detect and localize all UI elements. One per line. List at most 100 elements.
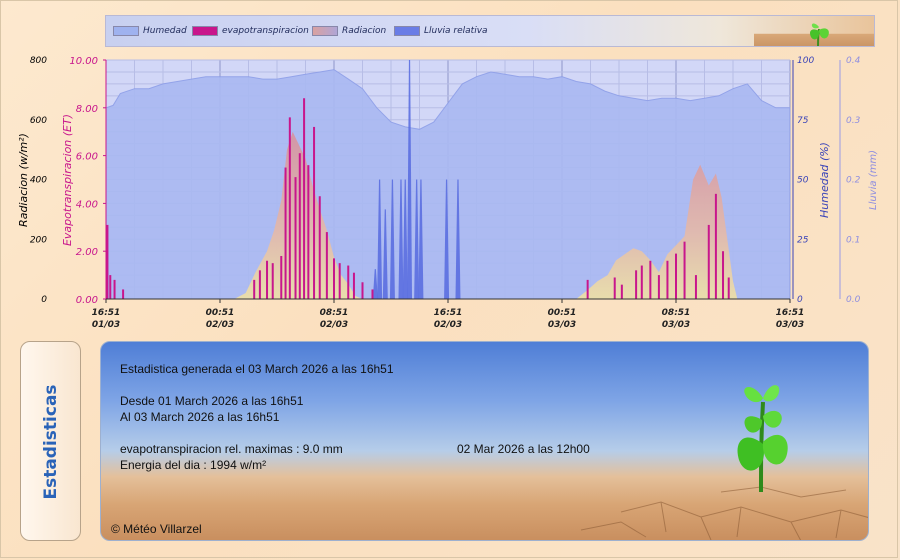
et-bar: [657, 275, 660, 299]
et-tick-label: 8.00: [76, 104, 98, 115]
et-bar: [714, 193, 717, 299]
copyright: © Météo Villarzel: [111, 522, 202, 536]
et-bar: [649, 260, 652, 299]
x-tick-time: 16:51: [92, 308, 121, 318]
legend-label-radiacion: Radiacion: [342, 26, 387, 36]
rain-bar: [414, 179, 420, 299]
legend-item-evapotranspiracion: evapotranspiracion: [192, 26, 309, 36]
et-bar: [352, 272, 355, 299]
et-bar: [284, 167, 287, 299]
x-tick-time: 00:51: [548, 308, 577, 318]
stats-panel: Estadistica generada el 03 March 2026 a …: [100, 341, 869, 541]
stats-side-tab: Estadisticas: [20, 341, 81, 541]
rain-bar: [372, 269, 378, 299]
chart-legend: Humedad evapotranspiracion Radiacion Llu…: [105, 15, 875, 47]
rain-bar: [402, 179, 408, 299]
et-bar: [613, 277, 616, 299]
et-bar: [683, 241, 686, 299]
humidity-axis-title: Humedad (%): [818, 142, 831, 218]
et-bar: [106, 224, 109, 299]
humidity-tick-label: 0: [797, 295, 803, 305]
et-bar: [307, 165, 310, 299]
x-tick-date: 02/03: [434, 320, 462, 330]
sprout-icon: [809, 23, 829, 46]
x-tick-date: 03/03: [662, 320, 690, 330]
rain-bar: [398, 179, 404, 299]
humidity-tick-label: 100: [797, 56, 814, 66]
et-bar: [361, 282, 364, 299]
et-tick-label: 4.00: [76, 199, 98, 210]
et-bar: [722, 251, 725, 299]
x-tick-time: 16:51: [434, 308, 463, 318]
et-bar: [694, 275, 697, 299]
radiation-tick-label: 0: [41, 295, 47, 305]
stats-et-max: evapotranspiracion rel. maximas : 9.0 mm: [120, 442, 343, 456]
rain-tick-label: 0.3: [846, 116, 861, 126]
humidity-tick-label: 75: [797, 116, 809, 126]
x-tick-date: 02/03: [206, 320, 234, 330]
rain-bar: [418, 179, 424, 299]
et-axis-title: Evapotranspiracion (ET): [61, 114, 74, 246]
et-bar: [298, 153, 301, 299]
rain-series: [372, 60, 461, 299]
et-bar: [707, 224, 710, 299]
et-bar: [109, 275, 112, 299]
et-series: [106, 98, 730, 300]
humidity-tick-label: 50: [797, 176, 809, 186]
sprout-icon-large: [737, 385, 788, 493]
legend-label-evapotranspiracion: evapotranspiracion: [222, 26, 309, 36]
legend-item-radiacion: Radiacion: [312, 26, 386, 36]
legend-swatch-lluvia: [394, 26, 420, 36]
stats-energy: Energia del dia : 1994 w/m²: [120, 458, 267, 472]
stats-side-title: Estadisticas: [41, 384, 61, 499]
legend-label-lluvia: Lluvia relativa: [424, 26, 488, 36]
stats-from: Desde 01 March 2026 a las 16h51: [120, 394, 304, 408]
et-bar: [303, 98, 306, 300]
radiation-tick-label: 200: [30, 235, 47, 245]
stats-et-max-date: 02 Mar 2026 a las 12h00: [457, 442, 590, 456]
et-bar: [288, 117, 291, 299]
x-tick-time: 08:51: [320, 308, 349, 318]
axes: 02004006008000.002.004.006.008.0010.0002…: [17, 56, 879, 330]
legend-swatch-evapotranspiracion: [192, 26, 218, 36]
stats-generated: Estadistica generada el 03 March 2026 a …: [120, 362, 394, 376]
legend-swatch-humedad: [113, 26, 139, 36]
rain-bar: [389, 179, 395, 299]
rain-tick-label: 0.4: [846, 56, 861, 66]
et-tick-label: 6.00: [76, 152, 98, 163]
rain-tick-label: 0.2: [846, 176, 861, 186]
desert-cracks-decoration: [580, 385, 868, 540]
rain-tick-label: 0.1: [846, 235, 860, 245]
weather-chart: 02004006008000.002.004.006.008.0010.0002…: [17, 56, 879, 330]
et-bar: [271, 263, 274, 299]
et-bar: [113, 279, 116, 299]
et-tick-label: 0.00: [76, 295, 98, 306]
et-bar: [258, 270, 261, 299]
et-bar: [313, 126, 316, 299]
stats-to: Al 03 March 2026 a las 16h51: [120, 410, 280, 424]
x-tick-time: 16:51: [776, 308, 805, 318]
rain-bar: [444, 179, 450, 299]
legend-swatch-radiacion: [312, 26, 338, 36]
et-bar: [318, 196, 321, 299]
et-bar: [347, 265, 350, 299]
radiation-tick-label: 800: [30, 56, 47, 66]
rain-tick-label: 0.0: [846, 295, 861, 305]
radiation-tick-label: 400: [30, 176, 47, 186]
radiation-axis-title: Radiacion (w/m²): [17, 133, 30, 227]
et-bar: [253, 279, 256, 299]
et-bar: [640, 265, 643, 299]
et-tick-label: 10.00: [69, 56, 98, 67]
x-tick-date: 02/03: [320, 320, 348, 330]
et-bar: [727, 277, 730, 299]
x-tick-time: 00:51: [206, 308, 235, 318]
rain-bar: [382, 209, 388, 299]
legend-item-lluvia: Lluvia relativa: [394, 26, 488, 36]
radiation-series: [106, 131, 790, 299]
x-tick-date: 01/03: [92, 320, 120, 330]
et-bar: [666, 260, 669, 299]
x-tick-date: 03/03: [776, 320, 804, 330]
humidity-tick-label: 25: [797, 235, 809, 245]
et-bar: [280, 255, 283, 299]
